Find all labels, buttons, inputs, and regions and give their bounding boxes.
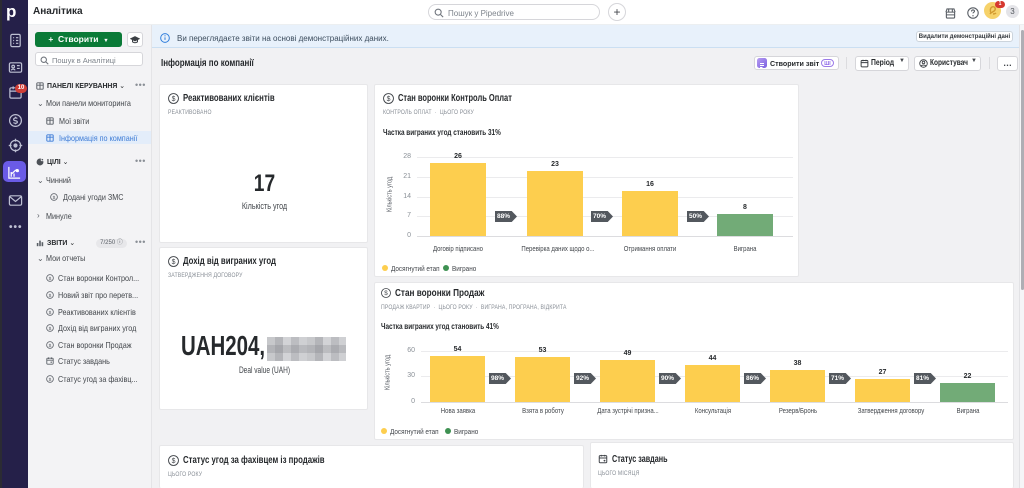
svg-text:$: $ — [387, 96, 391, 103]
svg-text:$: $ — [384, 290, 388, 297]
svg-text:$: $ — [49, 293, 52, 299]
svg-text:$: $ — [53, 195, 56, 201]
svg-text:$: $ — [49, 310, 52, 316]
svg-text:$: $ — [49, 377, 52, 383]
svg-text:$: $ — [49, 276, 52, 282]
svg-text:$: $ — [49, 343, 52, 349]
svg-text:$: $ — [172, 96, 176, 103]
svg-text:$: $ — [49, 326, 52, 332]
svg-text:$: $ — [172, 259, 176, 266]
svg-text:$: $ — [172, 458, 176, 465]
